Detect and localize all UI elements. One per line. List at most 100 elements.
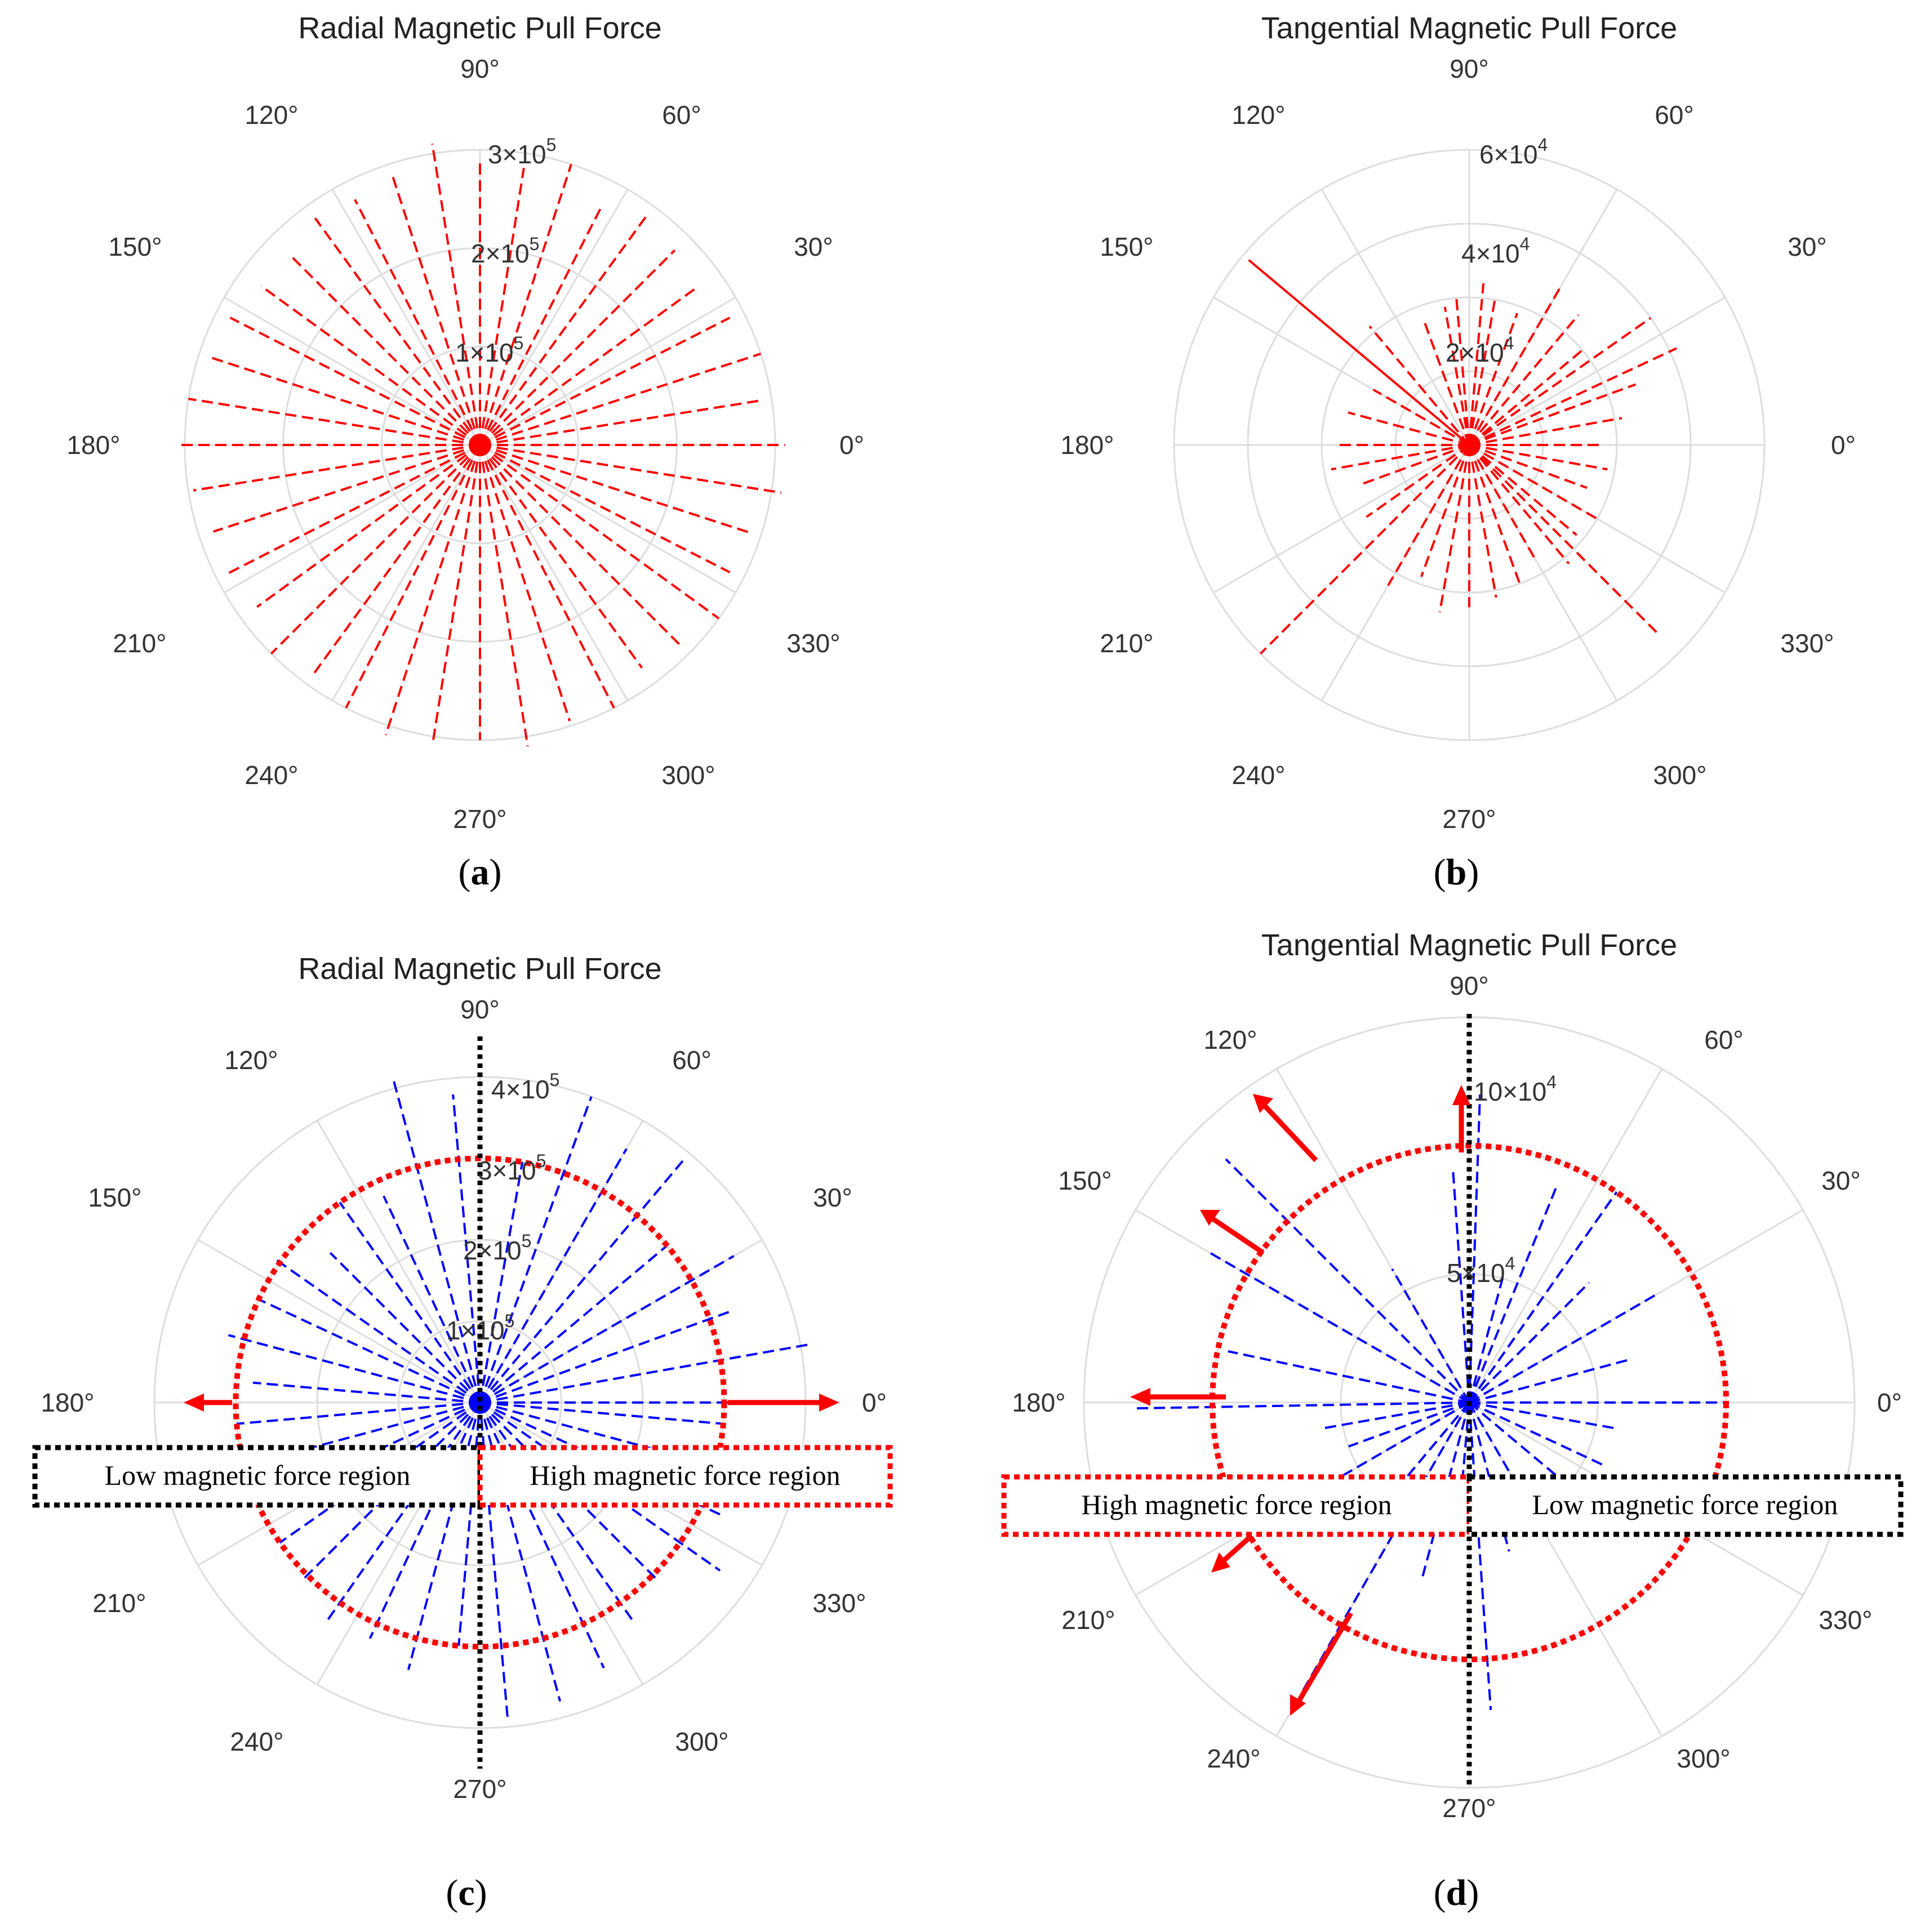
force-spoke [1260, 444, 1470, 655]
grid-spoke [1275, 1068, 1470, 1403]
angle-label-90: 90° [1450, 54, 1489, 83]
r-tick-mantissa: 6×10 [1479, 140, 1538, 169]
angle-label-60: 60° [662, 100, 701, 130]
force-spoke [1468, 444, 1497, 598]
r-tick-exponent: 5 [522, 1231, 532, 1251]
force-spoke [479, 444, 731, 573]
angle-label-240: 240° [244, 760, 298, 790]
r-tick-exponent: 5 [505, 1311, 515, 1331]
force-spoke [324, 1401, 481, 1623]
series-layer [180, 143, 785, 747]
force-spoke [479, 399, 762, 446]
force-spoke [479, 207, 602, 446]
force-spoke [368, 1402, 481, 1639]
r-tick-mantissa: 1×10 [455, 338, 514, 367]
force-spoke [311, 444, 481, 676]
angle-label-300: 300° [675, 1727, 728, 1756]
force-spoke [314, 217, 481, 446]
angle-label-30: 30° [1821, 1166, 1861, 1195]
force-spoke [1468, 444, 1658, 634]
region-boundary-circle [233, 1155, 727, 1650]
angle-label-layer: 90° 60° 30° 0° 330° 300° 270° 240° 210° … [66, 54, 864, 834]
angle-label-210: 210° [113, 629, 166, 658]
angle-label-layer: 90° 60° 30° 0° 330° 300° 270° 240° 210° … [1060, 54, 1856, 834]
low-region-box [32, 1445, 483, 1508]
force-spoke [1469, 444, 1608, 471]
arrow-head [1452, 1085, 1470, 1105]
force-spoke [1468, 1191, 1618, 1404]
angle-label-0: 0° [1877, 1388, 1902, 1417]
angle-label-30: 30° [1788, 232, 1827, 261]
grid-spoke [224, 444, 481, 594]
force-spoke [1469, 1359, 1629, 1404]
grid-spoke [479, 296, 736, 446]
panel-caption: (a) [459, 852, 502, 893]
r-tick-mantissa: 4×10 [491, 1075, 550, 1104]
r-tick-mantissa: 3×10 [478, 1156, 536, 1185]
r-tick-exponent: 4 [1504, 333, 1514, 353]
r-tick-label: 4×105 [491, 1070, 559, 1104]
angle-label-210: 210° [1100, 629, 1153, 658]
arrow-head [184, 1394, 204, 1412]
force-spoke [1469, 417, 1622, 446]
angle-label-60: 60° [672, 1045, 712, 1075]
r-tick-label: 3×105 [488, 135, 556, 169]
force-spoke [384, 444, 481, 736]
force-spoke [479, 213, 649, 446]
force-spoke [354, 199, 481, 446]
force-spoke [1468, 1402, 1492, 1711]
force-spoke [1468, 284, 1563, 446]
r-tick-exponent: 4 [1520, 234, 1530, 254]
r-tick-exponent: 5 [514, 333, 524, 353]
force-spoke [479, 353, 761, 446]
angle-label-60: 60° [1704, 1025, 1744, 1054]
grid-spoke [479, 444, 736, 594]
force-spoke [407, 1402, 481, 1671]
grid-spoke [1321, 189, 1470, 446]
radial-tick-labels: 2×104 4×104 6×104 [1446, 135, 1548, 367]
series-layer [1248, 259, 1677, 655]
angle-label-layer: 90° 60° 30° 0° 330° 300° 270° 240° 210° … [41, 995, 887, 1804]
high-region-box [477, 1445, 893, 1508]
grid-spoke [331, 444, 481, 701]
grid-spoke [316, 1402, 481, 1685]
panel-d: Tangential Magnetic Pull Force High magn… [1001, 928, 1904, 1913]
force-spoke [1331, 444, 1470, 471]
grid-spoke [316, 1120, 481, 1403]
force-spoke [1468, 444, 1537, 561]
force-spoke [1225, 1158, 1470, 1404]
arrow-head [1211, 1552, 1230, 1573]
radial-tick-labels: 1×105 2×105 3×105 [455, 135, 556, 367]
angle-label-120: 120° [1203, 1025, 1257, 1054]
angle-label-90: 90° [460, 995, 500, 1024]
force-spoke [1468, 313, 1519, 446]
force-spoke [1469, 1293, 1657, 1404]
angle-label-60: 60° [1655, 100, 1694, 130]
arrow-shaft [1295, 1612, 1353, 1706]
force-spoke [479, 249, 676, 446]
angle-label-270: 270° [453, 804, 506, 834]
caption-letter: c [458, 1872, 474, 1913]
angle-label-270: 270° [1442, 804, 1496, 834]
chart-title: Tangential Magnetic Pull Force [1261, 928, 1677, 962]
angle-label-270: 270° [1442, 1793, 1496, 1823]
r-tick-label: 10×104 [1474, 1072, 1557, 1106]
angle-label-0: 0° [839, 430, 864, 460]
arrow-head [1253, 1094, 1273, 1113]
angle-label-90: 90° [1450, 971, 1489, 1000]
r-tick-label: 1×105 [446, 1311, 514, 1345]
force-spoke [479, 168, 525, 446]
force-spoke [479, 1096, 593, 1403]
overlay-layer: High magnetic force region Low magnetic … [1001, 1014, 1904, 1784]
r-tick-exponent: 5 [536, 1151, 546, 1171]
force-spoke [1468, 444, 1521, 584]
force-spoke [1468, 1273, 1505, 1403]
arrow-head [1200, 1210, 1220, 1226]
r-tick-label: 2×104 [1446, 333, 1514, 367]
angle-label-330: 330° [812, 1588, 866, 1618]
overlay-layer: Low magnetic force region High magnetic … [32, 1036, 893, 1769]
r-tick-label: 2×105 [463, 1231, 531, 1265]
panel-a: Radial Magnetic Pull Force 90° 60° 30° 0… [66, 11, 864, 893]
force-spoke [1455, 297, 1470, 446]
